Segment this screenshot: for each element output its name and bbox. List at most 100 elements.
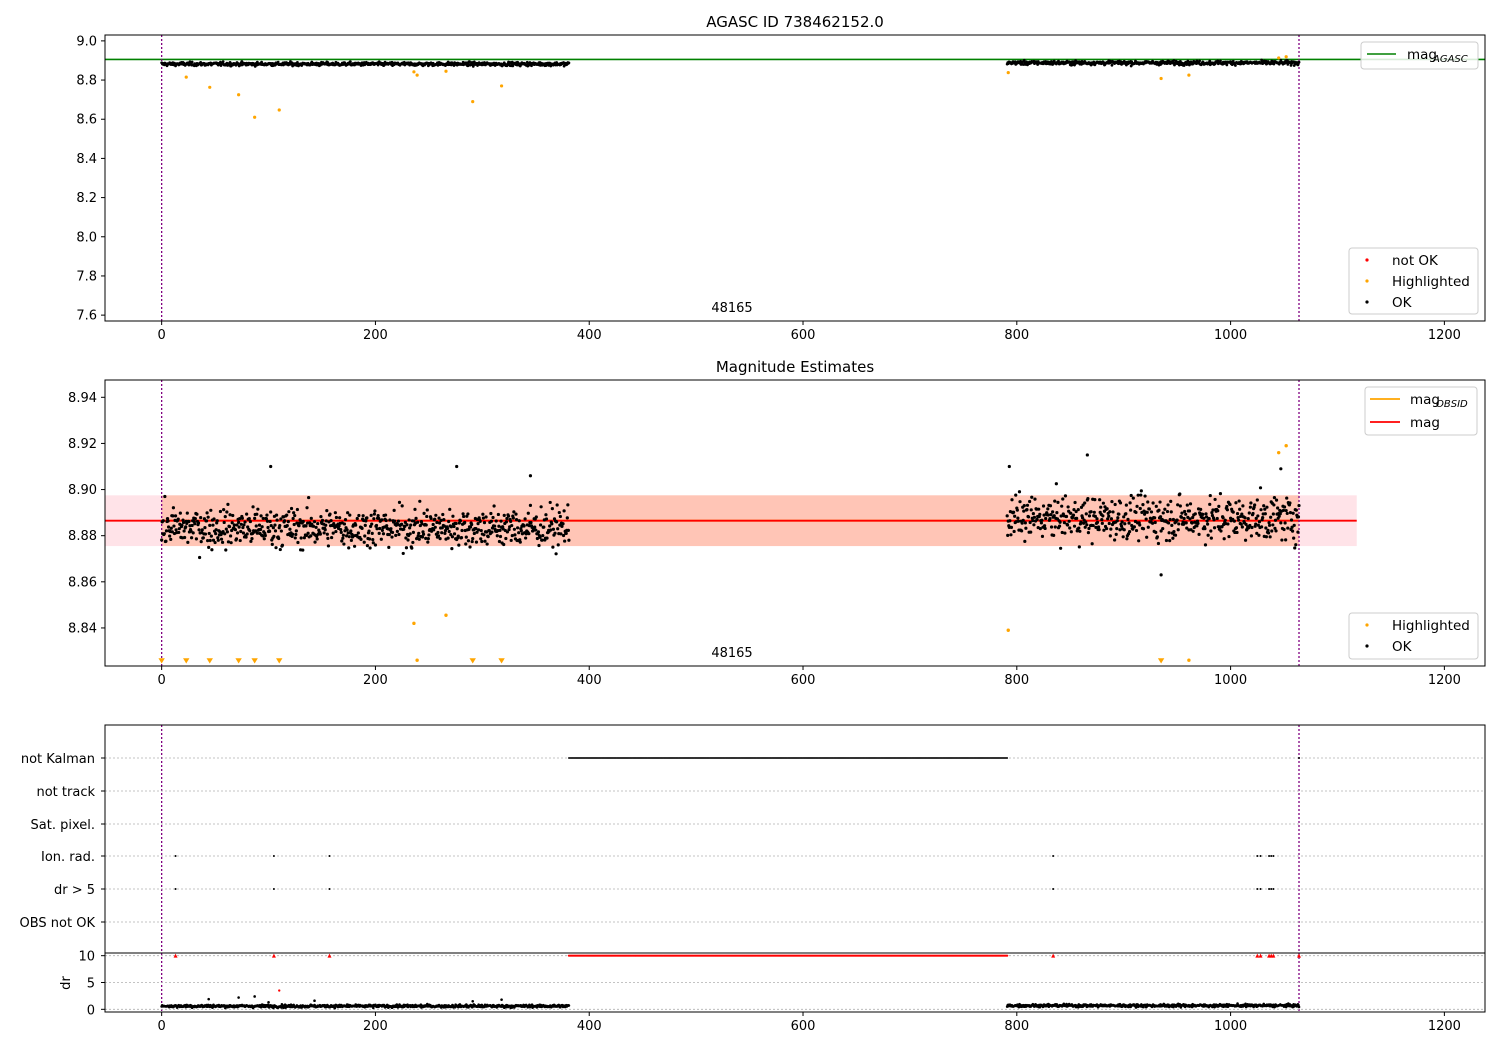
data-point-ok: [1258, 486, 1263, 490]
data-point-ok: [395, 529, 399, 533]
data-point-ok: [1048, 504, 1053, 508]
data-point-ok: [1053, 525, 1057, 529]
data-point-ok: [475, 530, 479, 534]
data-point-ok: [1280, 538, 1284, 542]
data-point-ok: [1248, 523, 1252, 528]
data-point-ok: [1281, 508, 1286, 512]
legend-label: mag: [1410, 415, 1440, 431]
data-point-ok: [502, 542, 506, 547]
dr-clipped-point: [271, 953, 276, 958]
x-tick-label: 800: [1004, 1019, 1029, 1034]
data-point-ok: [1217, 504, 1221, 508]
data-point-ok: [1105, 507, 1109, 511]
data-point-ok: [248, 519, 252, 524]
data-point-ok: [470, 539, 474, 544]
data-point-ok: [462, 514, 466, 519]
data-point-ok: [348, 513, 352, 517]
data-point-ok: [479, 528, 483, 533]
data-point-ok: [296, 540, 300, 545]
dr-point: [253, 995, 256, 998]
data-point-ok: [439, 518, 443, 522]
data-point-ok: [1030, 495, 1034, 499]
data-point-ok: [457, 543, 461, 547]
data-point-ok: [161, 519, 165, 523]
legend-label: OK: [1392, 639, 1413, 655]
data-point-ok: [260, 60, 263, 64]
legend-marker: [1365, 300, 1369, 304]
legend-label: Highlighted: [1392, 274, 1470, 290]
x-tick-label: 1000: [1214, 673, 1247, 688]
data-point-ok: [1289, 518, 1294, 522]
data-point-ok: [1065, 523, 1070, 527]
data-point-ok: [1263, 507, 1267, 511]
data-point-ok: [272, 534, 276, 538]
data-point-ok: [349, 538, 353, 543]
data-point-ok: [291, 516, 295, 521]
data-point-ok: [372, 1006, 375, 1010]
data-point-ok: [294, 529, 298, 533]
dr-clipped-point: [173, 953, 178, 958]
data-point-ok: [435, 520, 439, 525]
data-point-ok: [390, 530, 395, 535]
data-point-ok: [534, 515, 538, 519]
data-point-ok: [348, 60, 352, 64]
data-point-ok: [1084, 512, 1088, 516]
data-point-ok: [510, 523, 514, 528]
dr-point-red: [278, 989, 281, 992]
data-point-ok: [212, 517, 216, 521]
data-point-ok: [387, 532, 391, 537]
data-point-ok: [1257, 520, 1262, 524]
data-point-ok: [1237, 518, 1241, 522]
data-point-ok: [196, 521, 201, 525]
data-point-ok: [1106, 517, 1110, 521]
data-point-ok: [370, 531, 374, 535]
flag-point: [1270, 888, 1273, 890]
data-point-ok: [443, 529, 448, 533]
data-point-ok: [456, 534, 460, 538]
data-point-ok: [225, 510, 229, 514]
data-point-ok: [1021, 518, 1025, 522]
data-point-ok: [538, 523, 543, 527]
data-point-ok: [1094, 525, 1098, 530]
data-point-ok: [1077, 526, 1081, 530]
flag-point: [1259, 855, 1262, 857]
data-point-ok: [557, 510, 561, 515]
data-point-ok: [216, 536, 220, 540]
data-point-ok: [1146, 500, 1150, 504]
data-point-ok: [1054, 482, 1058, 486]
data-point-ok: [566, 528, 570, 532]
flag-point: [272, 888, 275, 890]
data-point-ok: [437, 516, 441, 520]
data-point-ok: [381, 532, 386, 536]
data-point-ok: [199, 515, 203, 520]
data-point-ok: [208, 538, 212, 543]
data-point-ok: [1210, 513, 1215, 518]
data-point-ok: [425, 514, 429, 519]
data-point-ok: [565, 516, 569, 520]
data-point-ok: [371, 538, 375, 542]
data-point-ok: [1120, 520, 1124, 524]
data-point-ok: [213, 540, 217, 545]
data-point-ok: [326, 544, 331, 548]
legend-label: not OK: [1392, 253, 1439, 269]
data-point-ok: [539, 505, 543, 509]
data-point-ok: [559, 532, 563, 536]
data-point-ok: [305, 506, 309, 510]
data-point-ok: [1079, 520, 1083, 524]
data-point-ok: [1016, 516, 1020, 520]
data-point-ok: [341, 536, 345, 540]
data-point-ok: [1176, 528, 1180, 532]
data-point-ok: [245, 512, 249, 516]
data-point-ok: [1127, 521, 1131, 525]
data-point-ok: [434, 513, 438, 517]
data-point-ok: [312, 520, 317, 524]
data-point-ok: [1128, 501, 1132, 505]
data-point-ok: [514, 518, 519, 522]
data-point-ok: [244, 535, 248, 539]
data-point-ok: [506, 514, 511, 518]
data-point-ok: [315, 537, 319, 541]
data-point-ok: [558, 514, 562, 519]
data-point-ok: [1215, 516, 1219, 521]
data-point-ok: [534, 528, 538, 532]
panel-magnitude-estimates: Magnitude Estimates 0 200 400 600 800 1000 120…: [68, 358, 1486, 688]
